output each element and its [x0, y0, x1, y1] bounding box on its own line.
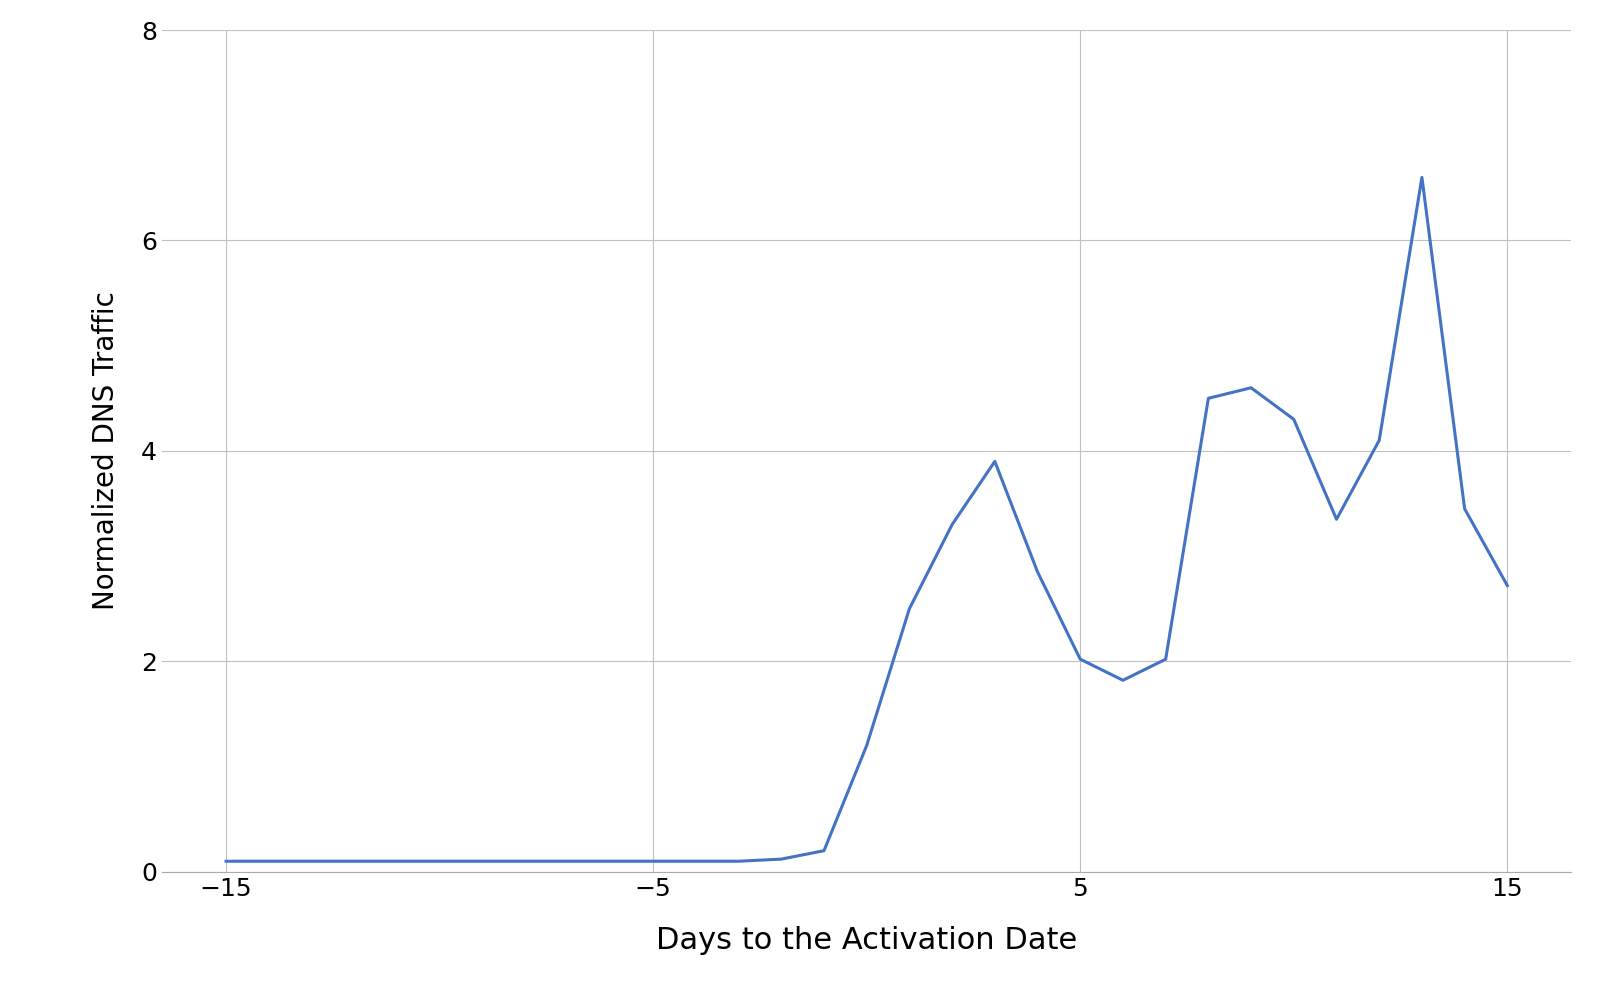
X-axis label: Days to the Activation Date: Days to the Activation Date	[656, 926, 1077, 955]
Y-axis label: Normalized DNS Traffic: Normalized DNS Traffic	[92, 292, 120, 610]
